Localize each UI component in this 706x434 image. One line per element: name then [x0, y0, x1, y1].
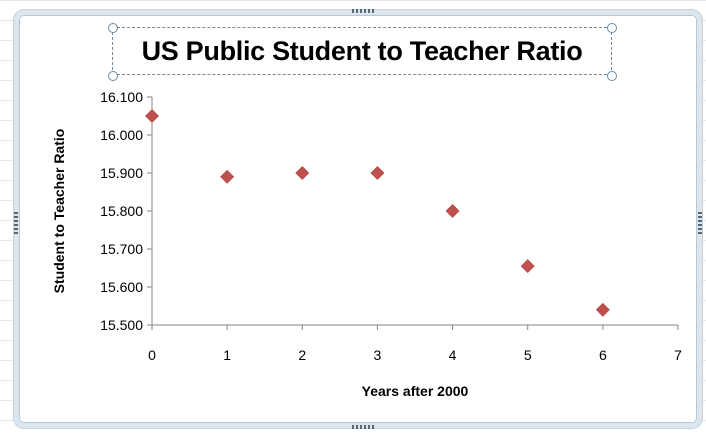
y-tick-label: 15.800: [100, 203, 143, 219]
y-axis-ticks: 15.500 15.600 15.700 15.800 15.900 16.000 16.1…: [100, 89, 152, 333]
resize-handle-left[interactable]: [14, 212, 18, 234]
data-point-marker: [295, 166, 310, 180]
y-tick-label: 16.100: [100, 89, 143, 105]
y-tick-label: 15.600: [100, 279, 143, 295]
x-axis-title: Years after 2000: [362, 383, 469, 399]
data-point-marker: [595, 302, 610, 317]
data-point-marker: [370, 166, 385, 180]
y-axis-title: Student to Teacher Ratio: [51, 129, 67, 294]
y-tick-label: 15.700: [100, 241, 143, 257]
chart-title: US Public Student to Teacher Ratio: [141, 35, 583, 66]
data-point-marker: [520, 259, 535, 274]
resize-handle-right[interactable]: [698, 212, 702, 234]
title-selection-handle-tr[interactable]: [607, 23, 617, 33]
data-point-marker: [145, 109, 159, 123]
x-tick-label: 5: [524, 347, 532, 363]
y-tick-label: 15.500: [100, 317, 143, 333]
x-tick-label: 4: [449, 347, 457, 363]
data-point-marker: [445, 204, 460, 218]
data-series: [145, 109, 610, 317]
x-tick-label: 3: [374, 347, 382, 363]
data-point-marker: [220, 169, 235, 184]
x-axis-ticks: 0 1 2 3 4 5 6 7: [148, 325, 682, 363]
axes: [151, 97, 678, 326]
title-selection-handle-br[interactable]: [607, 71, 617, 81]
title-selection-handle-bl[interactable]: [108, 71, 118, 81]
resize-handle-bottom[interactable]: [352, 425, 374, 429]
x-tick-label: 6: [599, 347, 607, 363]
x-tick-label: 0: [148, 347, 156, 363]
title-selection-handle-tl[interactable]: [108, 23, 118, 33]
y-tick-label: 15.900: [100, 165, 143, 181]
y-tick-label: 16.000: [100, 127, 143, 143]
chart-title-box[interactable]: US Public Student to Teacher Ratio: [112, 27, 612, 75]
x-tick-label: 1: [223, 347, 231, 363]
x-tick-label: 2: [298, 347, 306, 363]
resize-handle-top[interactable]: [352, 9, 374, 13]
x-tick-label: 7: [674, 347, 682, 363]
chart-area[interactable]: [14, 10, 702, 428]
